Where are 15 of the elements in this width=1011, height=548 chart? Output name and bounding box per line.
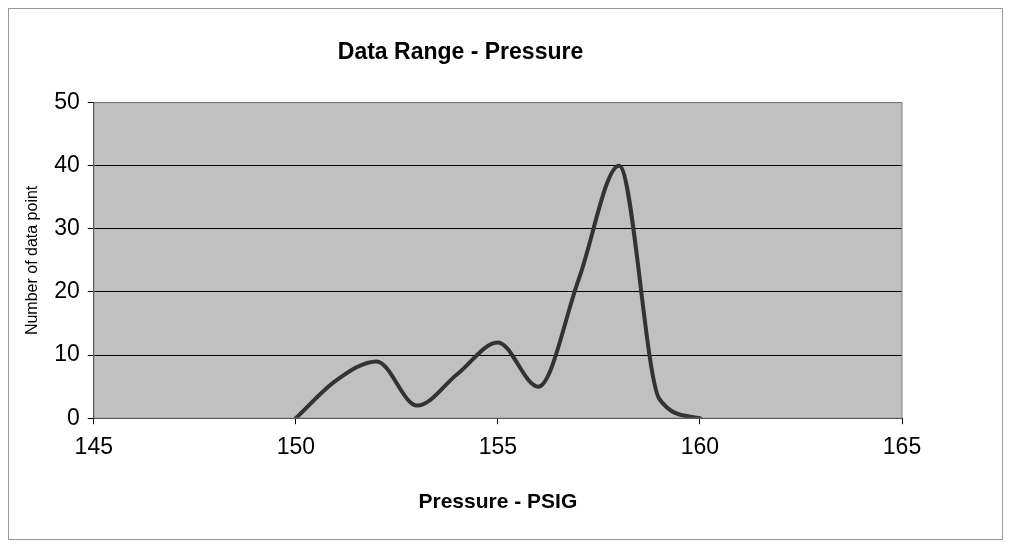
line-series — [293, 163, 702, 419]
y-tick-label: 10 — [54, 340, 80, 367]
y-tick-label: 0 — [66, 403, 80, 430]
x-tick-label: 165 — [882, 433, 922, 460]
x-tick-label: 145 — [74, 433, 113, 460]
y-tick-label: 40 — [54, 151, 80, 178]
y-tick-label: 20 — [54, 277, 80, 304]
x-axis-title: Pressure - PSIG — [418, 489, 578, 513]
x-tick-label: 155 — [478, 433, 518, 460]
chart-title: Data Range - Pressure — [337, 38, 584, 65]
y-tick-label: 30 — [54, 214, 80, 241]
y-tick-label: 50 — [54, 87, 80, 114]
y-axis-title: Number of data point — [23, 185, 41, 336]
x-tick-label: 160 — [680, 433, 720, 460]
x-tick-label: 150 — [276, 433, 316, 460]
